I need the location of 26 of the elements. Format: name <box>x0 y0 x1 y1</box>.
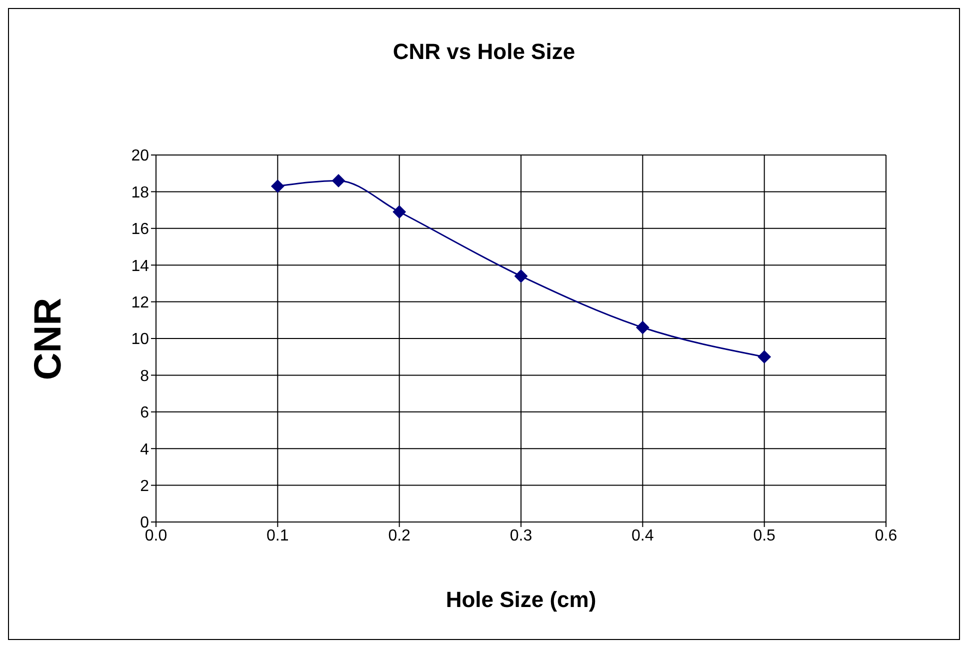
x-tick-label: 0.3 <box>510 527 532 544</box>
x-tick-label: 0.2 <box>388 527 411 544</box>
point <box>392 205 406 218</box>
point <box>514 270 528 283</box>
y-tick-label: 10 <box>131 331 150 348</box>
point <box>636 320 650 334</box>
point <box>332 174 345 188</box>
y-axis-title: CNR <box>28 298 70 380</box>
y-tick-label: 2 <box>140 478 150 495</box>
x-tick-label: 0.0 <box>144 527 168 544</box>
x-tick-label: 0.5 <box>753 527 776 544</box>
x-tick-label: 0.4 <box>632 527 654 544</box>
y-tick-label: 8 <box>140 368 150 385</box>
y-tick-label: 14 <box>131 258 150 275</box>
chart-title: CNR vs Hole Size <box>392 39 576 65</box>
y-tick-label: 16 <box>131 221 150 238</box>
x-tick-label: 0.6 <box>874 527 898 544</box>
point <box>758 350 771 364</box>
x-tick-label: 0.1 <box>266 527 289 544</box>
y-tick-label: 12 <box>131 294 150 312</box>
y-tick-label: 4 <box>140 441 150 458</box>
y-tick-label: 6 <box>140 404 150 422</box>
y-tick-label: 18 <box>131 184 150 202</box>
y-tick-label: 20 <box>131 148 150 165</box>
x-axis-title: Hole Size (cm) <box>444 587 598 613</box>
point <box>271 180 284 193</box>
